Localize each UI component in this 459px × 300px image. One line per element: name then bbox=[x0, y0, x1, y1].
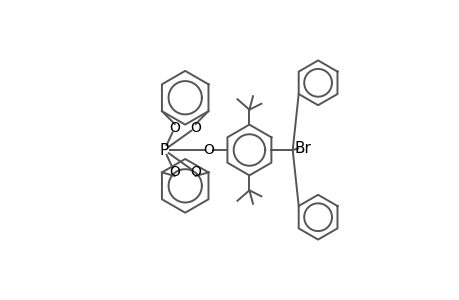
Text: P: P bbox=[159, 142, 168, 158]
Text: O: O bbox=[190, 121, 201, 135]
Text: O: O bbox=[169, 165, 180, 179]
Text: O: O bbox=[169, 121, 180, 135]
Text: O: O bbox=[190, 165, 201, 179]
Text: Br: Br bbox=[294, 141, 311, 156]
Text: O: O bbox=[203, 143, 214, 157]
